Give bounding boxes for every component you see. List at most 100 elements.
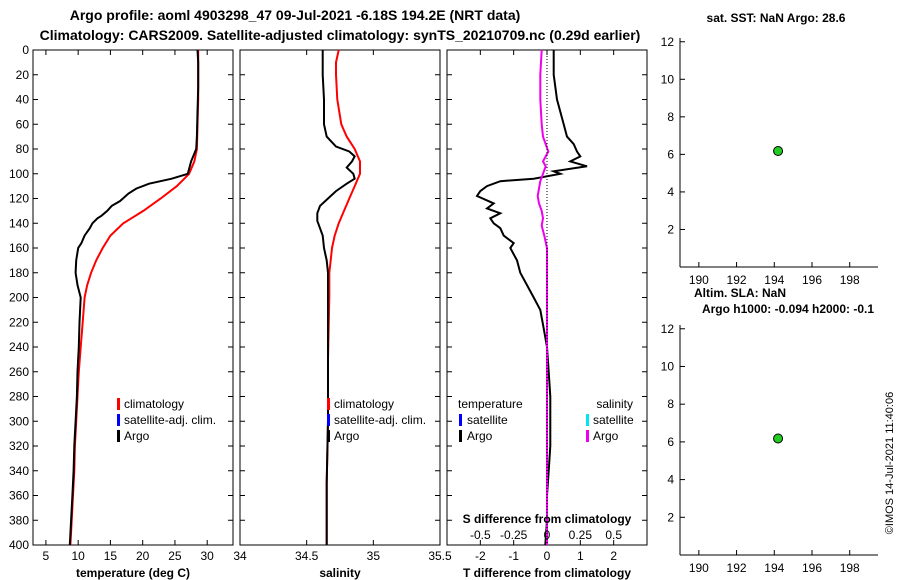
sla_panel-xtick-label: 190 xyxy=(689,561,709,575)
sla-location-panel: 2 4 6 8 10 12 190 192 194 196 198 Altim. SLA: NaN Ar… xyxy=(661,286,878,575)
depth-tick-label: 400 xyxy=(9,538,29,552)
legend-label-climatology: climatology xyxy=(334,397,394,411)
depth-tick-label: 380 xyxy=(9,513,29,527)
difference-xlabel: T difference from climatology xyxy=(463,566,631,580)
temperature-xtick-label: 20 xyxy=(136,549,150,563)
salinity-xtick-label: 35.5 xyxy=(428,549,452,563)
legend-label-argo: Argo xyxy=(124,429,150,443)
temperature-plot-frame xyxy=(32,49,234,546)
temperature-xlabel: temperature (deg C) xyxy=(76,566,190,580)
figure-title-line1: Argo profile: aoml 4903298_47 09-Jul-202… xyxy=(70,7,521,23)
sla_panel-ytick-label: 4 xyxy=(667,473,674,487)
difference-profile-panel: -2 -1 0 1 2 T difference from climatology temp… xyxy=(446,49,648,580)
difference-xtick-label: -2 xyxy=(475,549,486,563)
sst_panel-ytick-label: 4 xyxy=(667,185,674,199)
difference-top-tick-label: 0.25 xyxy=(569,528,593,542)
difference-xtick-label: 1 xyxy=(577,549,584,563)
legend-swatch-climatology xyxy=(327,398,330,410)
legend-s-label: satellite xyxy=(593,413,634,427)
salinity-xtick-label: 35 xyxy=(367,549,381,563)
sla_panel-xtick-label: 196 xyxy=(802,561,822,575)
legend-swatch-satellite xyxy=(327,414,330,426)
legend-swatch-satellite xyxy=(117,414,120,426)
sst_panel-ytick-label: 6 xyxy=(667,147,674,161)
difference-top-label: S difference from climatology xyxy=(463,512,632,526)
difference-top-tick-label: 0 xyxy=(544,528,551,542)
sst-panel-title: sat. SST: NaN Argo: 28.6 xyxy=(707,11,846,25)
legend-swatch-climatology xyxy=(117,398,120,410)
legend-swatch-argo xyxy=(117,430,120,442)
depth-tick-label: 300 xyxy=(9,414,29,428)
temperature-profile-panel: 5 10 15 20 25 3002040608010012014016018020022… xyxy=(9,43,234,580)
depth-tick-label: 220 xyxy=(9,315,29,329)
legend-swatch-s-0 xyxy=(586,414,589,426)
sst_panel-xtick-label: 198 xyxy=(840,273,860,287)
depth-tick-label: 280 xyxy=(9,390,29,404)
depth-tick-label: 200 xyxy=(9,291,29,305)
depth-tick-label: 40 xyxy=(16,93,30,107)
legend-swatch-argo xyxy=(327,430,330,442)
salinity-series-climatology xyxy=(325,49,361,545)
difference-xtick-label: 0 xyxy=(544,549,551,563)
depth-tick-label: 360 xyxy=(9,489,29,503)
sst_panel-ytick-label: 10 xyxy=(661,72,675,86)
temperature-xtick-label: 5 xyxy=(43,549,50,563)
temperature-xtick-label: 15 xyxy=(104,549,118,563)
depth-tick-label: 260 xyxy=(9,365,29,379)
sst_panel-xtick-label: 190 xyxy=(689,273,709,287)
depth-tick-label: 20 xyxy=(16,68,30,82)
legend-swatch-s-1 xyxy=(586,430,589,442)
salinity-xtick-label: 34 xyxy=(233,549,247,563)
legend-swatch-t-0 xyxy=(459,414,462,426)
temperature-xtick-label: 25 xyxy=(168,549,182,563)
legend-temperature-title: temperature xyxy=(458,397,523,411)
legend-salinity-title: salinity xyxy=(596,397,633,411)
depth-tick-label: 0 xyxy=(22,43,29,57)
sla_panel-argo-point xyxy=(773,433,784,444)
salinity-series-argo xyxy=(316,50,356,545)
imos-timestamp: ©IMOS 14-Jul-2021 11:40:06 xyxy=(884,392,896,534)
legend-label-satellite: satellite-adj. clim. xyxy=(124,413,216,427)
legend-swatch-t-1 xyxy=(459,430,462,442)
legend-t-label: satellite xyxy=(467,413,508,427)
depth-tick-label: 240 xyxy=(9,340,29,354)
sla-panel-title-line1: Altim. SLA: NaN xyxy=(694,286,786,300)
temperature-series-climatology xyxy=(69,50,200,546)
depth-tick-label: 120 xyxy=(9,192,29,206)
sla_panel-xtick-label: 194 xyxy=(764,561,784,575)
depth-tick-label: 60 xyxy=(16,117,30,131)
sst_panel-xtick-label: 194 xyxy=(764,273,784,287)
sla_panel-ytick-label: 8 xyxy=(667,397,674,411)
temperature-xtick-label: 10 xyxy=(71,549,85,563)
depth-tick-label: 160 xyxy=(9,241,29,255)
sst-location-panel: 2 4 6 8 10 12 190 192 194 196 198 sat. SST: NaN Arg… xyxy=(661,11,878,287)
depth-tick-label: 320 xyxy=(9,439,29,453)
legend-label-satellite: satellite-adj. clim. xyxy=(334,413,426,427)
sst_panel-ytick-label: 2 xyxy=(667,222,674,236)
legend-label-climatology: climatology xyxy=(124,397,184,411)
difference-top-tick-label: -0.25 xyxy=(500,528,528,542)
difference-top-tick-label: 0.5 xyxy=(605,528,622,542)
temperature-series-argo xyxy=(68,49,200,546)
legend-t-label: Argo xyxy=(467,429,493,443)
depth-tick-label: 180 xyxy=(9,266,29,280)
salinity-plot-frame xyxy=(239,49,441,546)
legend-label-argo: Argo xyxy=(334,429,360,443)
sst_panel-xtick-label: 192 xyxy=(727,273,747,287)
sla-panel-title-line2: Argo h1000: -0.094 h2000: -0.1 xyxy=(702,302,874,316)
salinity-xlabel: salinity xyxy=(319,566,361,580)
sla_panel-xtick-label: 192 xyxy=(727,561,747,575)
sst_panel-ytick-label: 12 xyxy=(661,35,675,49)
temperature-xtick-label: 30 xyxy=(201,549,215,563)
depth-tick-label: 100 xyxy=(9,167,29,181)
sst_panel-xtick-label: 196 xyxy=(802,273,822,287)
figure-title-line2: Climatology: CARS2009. Satellite-adjuste… xyxy=(40,27,641,43)
sla_panel-xtick-label: 198 xyxy=(840,561,860,575)
sst_panel-argo-point xyxy=(773,145,784,156)
salinity-profile-panel: 34 34.5 35 35.5 salinity climatology satellite… xyxy=(233,49,452,580)
legend-s-label: Argo xyxy=(593,429,619,443)
depth-tick-label: 340 xyxy=(9,464,29,478)
sla_panel-ytick-label: 10 xyxy=(661,359,675,373)
difference-xtick-label: 2 xyxy=(610,549,617,563)
depth-tick-label: 140 xyxy=(9,216,29,230)
